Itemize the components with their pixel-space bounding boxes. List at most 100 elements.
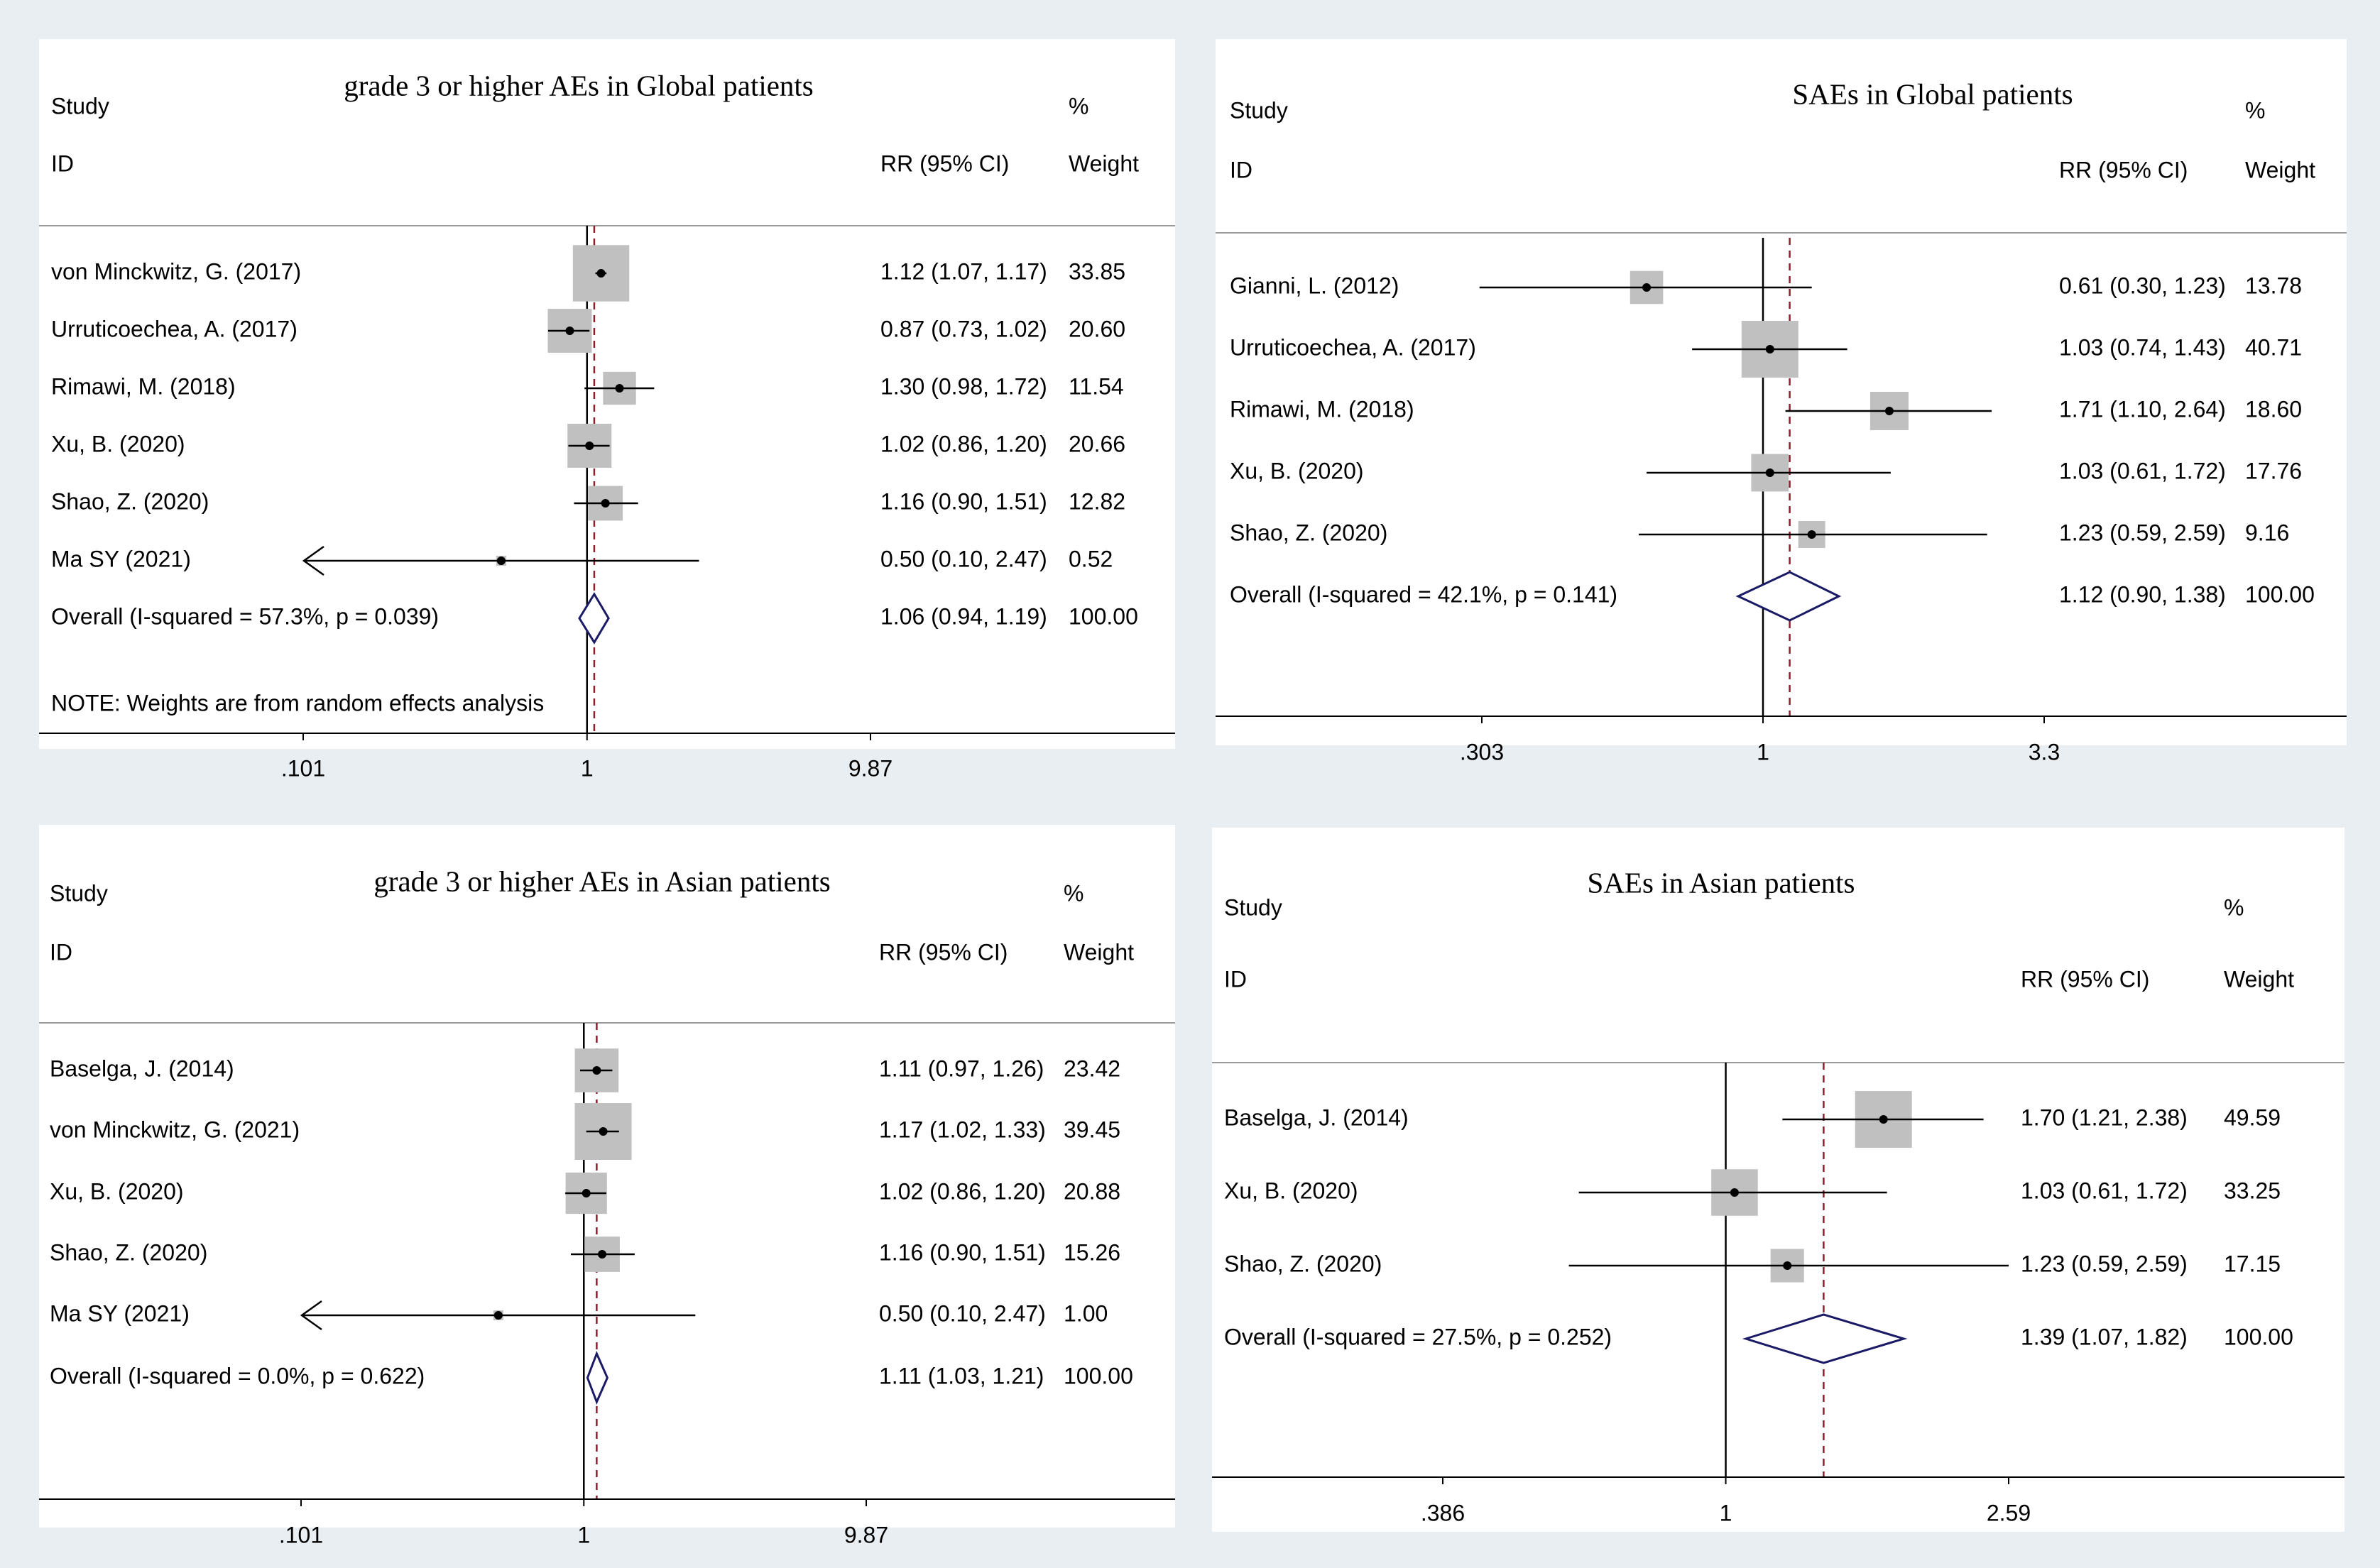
weights-note: NOTE: Weights are from random effects an… — [51, 690, 544, 716]
study-weight: 9.16 — [2245, 520, 2289, 545]
study-rr-ci: 1.02 (0.86, 1.20) — [880, 431, 1047, 456]
study-label: Rimawi, M. (2018) — [51, 373, 236, 399]
point-estimate — [596, 269, 606, 278]
overall-weight: 100.00 — [1069, 603, 1138, 629]
header-rr-ci: RR (95% CI) — [879, 939, 1008, 965]
overall-rr-ci: 1.06 (0.94, 1.19) — [880, 603, 1047, 629]
study-weight: 17.76 — [2245, 458, 2302, 483]
study-rr-ci: 0.61 (0.30, 1.23) — [2059, 273, 2226, 298]
header-weight: Weight — [2224, 966, 2294, 992]
study-rr-ci: 1.17 (1.02, 1.33) — [879, 1117, 1046, 1142]
overall-weight: 100.00 — [1064, 1363, 1133, 1388]
overall-label: Overall (I-squared = 42.1%, p = 0.141) — [1230, 581, 1617, 607]
study-rr-ci: 1.03 (0.61, 1.72) — [2021, 1178, 2188, 1203]
overall-label: Overall (I-squared = 27.5%, p = 0.252) — [1224, 1324, 1612, 1349]
overall-diamond — [578, 592, 610, 645]
study-weight: 20.66 — [1069, 431, 1125, 456]
header-rr-ci: RR (95% CI) — [2059, 157, 2188, 182]
point-estimate — [1765, 345, 1774, 353]
point-estimate — [1879, 1115, 1888, 1124]
x-tick-label: .101 — [281, 755, 325, 781]
point-estimate — [1884, 407, 1894, 415]
header-percent: % — [2224, 894, 2244, 920]
header-id: ID — [50, 939, 72, 965]
panel-title: grade 3 or higher AEs in Asian patients — [373, 865, 830, 897]
study-label: Ma SY (2021) — [51, 546, 191, 571]
study-weight: 20.60 — [1069, 316, 1125, 341]
x-tick-label: .303 — [1460, 739, 1504, 764]
study-weight: 11.54 — [1069, 373, 1124, 399]
study-weight: 40.71 — [2245, 334, 2302, 360]
study-rr-ci: 1.02 (0.86, 1.20) — [879, 1178, 1046, 1204]
study-weight: 49.59 — [2224, 1104, 2281, 1130]
study-rr-ci: 0.87 (0.73, 1.02) — [880, 316, 1047, 341]
x-tick-label: 1 — [577, 1522, 590, 1547]
point-estimate — [592, 1066, 601, 1075]
point-estimate — [1642, 283, 1652, 292]
overall-rr-ci: 1.39 (1.07, 1.82) — [2021, 1324, 2188, 1349]
header-study: Study — [50, 880, 108, 906]
ci-arrow — [302, 545, 324, 576]
study-label: Rimawi, M. (2018) — [1230, 396, 1414, 422]
x-tick-label: 3.3 — [2029, 739, 2060, 764]
overall-weight: 100.00 — [2224, 1324, 2293, 1349]
study-label: von Minckwitz, G. (2017) — [51, 258, 301, 284]
study-label: Shao, Z. (2020) — [50, 1239, 207, 1265]
study-rr-ci: 1.12 (1.07, 1.17) — [880, 258, 1047, 284]
x-tick-label: 1 — [1757, 739, 1769, 764]
study-rr-ci: 1.03 (0.74, 1.43) — [2059, 334, 2226, 360]
point-estimate — [585, 442, 594, 450]
x-tick-label: 1 — [581, 755, 594, 781]
study-weight: 20.88 — [1064, 1178, 1120, 1204]
study-rr-ci: 1.30 (0.98, 1.72) — [880, 373, 1047, 399]
overall-label: Overall (I-squared = 57.3%, p = 0.039) — [51, 603, 439, 629]
point-estimate — [615, 384, 624, 393]
study-rr-ci: 1.03 (0.61, 1.72) — [2059, 458, 2226, 483]
forest-panel-2: SAEs in Global patients Study ID% RR (95% C… — [1216, 39, 2347, 764]
forest-panel-3: grade 3 or higher AEs in Asian patients S… — [39, 825, 1175, 1547]
study-weight: 23.42 — [1064, 1056, 1120, 1081]
header-rr-ci: RR (95% CI) — [2021, 966, 2149, 992]
study-label: Shao, Z. (2020) — [51, 488, 209, 514]
study-weight: 17.15 — [2224, 1251, 2281, 1276]
study-rr-ci: 1.16 (0.90, 1.51) — [880, 488, 1047, 514]
x-tick-label: 2.59 — [1987, 1500, 2031, 1525]
panel-background — [1212, 828, 2344, 1532]
header-percent: % — [2245, 97, 2265, 123]
study-label: Shao, Z. (2020) — [1224, 1251, 1382, 1276]
point-estimate — [1730, 1188, 1739, 1197]
header-id: ID — [1230, 157, 1252, 182]
x-tick-label: .101 — [279, 1522, 323, 1547]
point-estimate — [582, 1189, 591, 1197]
header-percent: % — [1064, 880, 1083, 906]
header-id: ID — [1224, 966, 1247, 992]
header-study: Study — [1224, 894, 1282, 920]
overall-rr-ci: 1.11 (1.03, 1.21) — [879, 1363, 1044, 1388]
x-tick-label: .386 — [1421, 1500, 1465, 1525]
x-tick-label: 9.87 — [844, 1522, 888, 1547]
header-weight: Weight — [2245, 157, 2315, 182]
study-label: Gianni, L. (2012) — [1230, 273, 1399, 298]
study-rr-ci: 1.23 (0.59, 2.59) — [2059, 520, 2226, 545]
point-estimate — [565, 327, 574, 335]
ci-arrow — [300, 1300, 322, 1331]
study-label: Xu, B. (2020) — [1224, 1178, 1358, 1203]
study-weight: 1.00 — [1064, 1300, 1108, 1326]
point-estimate — [1765, 468, 1774, 477]
study-label: Shao, Z. (2020) — [1230, 520, 1387, 545]
study-weight: 18.60 — [2245, 396, 2302, 422]
header-weight: Weight — [1064, 939, 1134, 965]
header-study: Study — [1230, 97, 1288, 123]
point-estimate — [598, 1250, 607, 1259]
study-rr-ci: 1.71 (1.10, 2.64) — [2059, 396, 2226, 422]
study-rr-ci: 0.50 (0.10, 2.47) — [879, 1300, 1046, 1326]
header-rr-ci: RR (95% CI) — [880, 150, 1009, 176]
study-label: Ma SY (2021) — [50, 1300, 190, 1326]
panel-title: SAEs in Asian patients — [1588, 866, 1855, 899]
overall-diamond — [1742, 1313, 1908, 1364]
study-label: Urruticoechea, A. (2017) — [51, 316, 298, 341]
header-id: ID — [51, 150, 74, 176]
x-tick-label: 9.87 — [848, 755, 892, 781]
overall-diamond — [1735, 571, 1842, 622]
